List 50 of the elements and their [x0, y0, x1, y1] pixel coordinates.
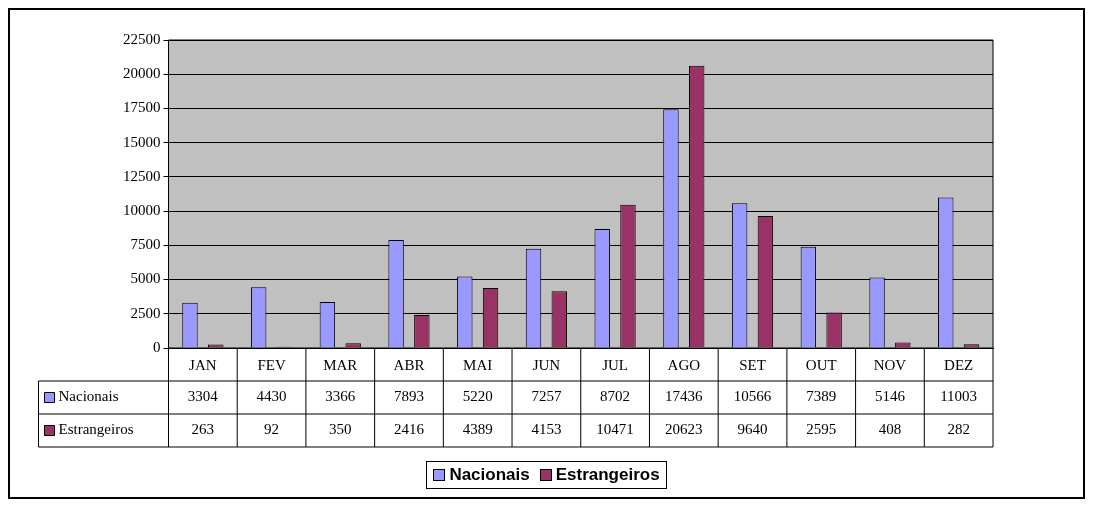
y-tick-label: 12500	[123, 167, 161, 184]
legend-label: Nacionais	[58, 388, 119, 405]
data-label: 408	[878, 421, 902, 438]
data-label: 17436	[665, 388, 704, 405]
data-label: 3366	[325, 388, 356, 405]
y-tick-label: 7500	[130, 236, 161, 253]
data-label: 7257	[531, 388, 562, 405]
y-tick-label: 2500	[130, 304, 161, 321]
data-label: 11003	[940, 388, 978, 405]
x-tick-label: JAN	[189, 356, 217, 373]
data-label: 3304	[187, 388, 219, 405]
data-label: 5220	[462, 388, 493, 405]
x-tick-label: FEV	[257, 356, 286, 373]
data-label: 2416	[393, 421, 425, 438]
data-label: 8702	[600, 388, 631, 405]
text: Estrangeiros	[555, 465, 660, 484]
x-tick-label: ABR	[393, 356, 425, 373]
data-label: 10471	[596, 421, 634, 438]
data-label: 10566	[733, 388, 772, 405]
x-tick-label: DEZ	[944, 356, 974, 373]
x-tick-label: MAR	[323, 356, 358, 373]
data-label: 350	[329, 421, 352, 438]
data-label: 4430	[256, 388, 287, 405]
x-tick-label: JUL	[602, 356, 629, 373]
y-tick-label: 5000	[130, 270, 161, 287]
x-tick-label: AGO	[667, 356, 701, 373]
data-label: 7893	[393, 388, 424, 405]
y-tick-label: 20000	[123, 65, 161, 82]
text: Nacionais	[449, 465, 530, 484]
data-label: 9640	[737, 421, 768, 438]
y-tick-label: 15000	[123, 133, 161, 150]
data-label: 263	[191, 421, 215, 438]
data-label: 4389	[462, 421, 493, 438]
y-tick-label: 0	[153, 338, 161, 355]
data-label: 4153	[531, 421, 562, 438]
legend-label: Estrangeiros	[58, 421, 134, 438]
x-tick-label: MAI	[463, 356, 493, 373]
y-tick-label: 17500	[123, 99, 161, 116]
y-tick-label: 22500	[123, 30, 161, 47]
data-label: 282	[947, 421, 970, 438]
x-tick-label: OUT	[805, 356, 837, 373]
data-label: 5146	[874, 388, 906, 405]
data-label: 7389	[806, 388, 837, 405]
y-tick-label: 10000	[123, 202, 161, 219]
data-label: 2595	[806, 421, 837, 438]
data-label: 92	[264, 421, 280, 438]
x-tick-label: SET	[739, 356, 766, 373]
x-tick-label: NOV	[873, 356, 907, 373]
x-tick-label: JUN	[532, 356, 561, 373]
data-label: 20623	[665, 421, 703, 438]
